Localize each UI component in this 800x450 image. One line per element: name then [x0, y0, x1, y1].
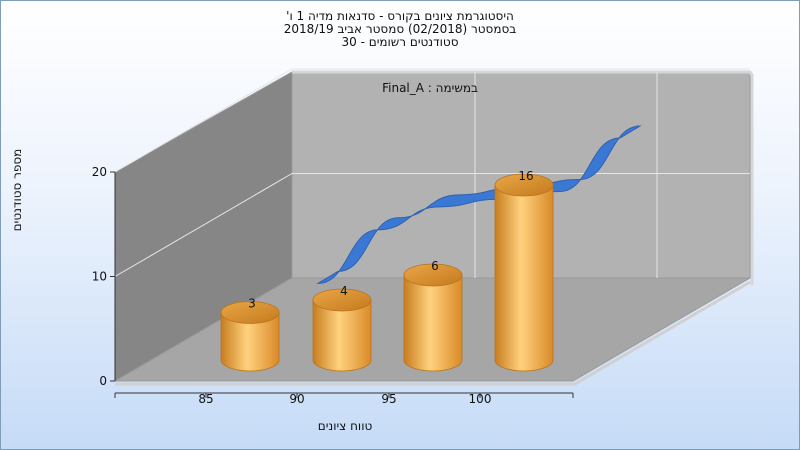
bar-value-label-100: 16 [518, 169, 533, 183]
bar-top-100 [494, 173, 554, 197]
gridline-y-20 [114, 68, 750, 173]
bar-body-90 [312, 299, 372, 372]
x-axis-label: טווח ציונים [317, 419, 373, 433]
bar-value-label-85: 3 [248, 297, 256, 311]
x-tick-label-95: 95 [381, 392, 396, 406]
bar-top-85 [220, 301, 280, 324]
title-line-2: בסמסטר (02/2018) סמסטר אביב 2018/19 [283, 22, 517, 36]
bar-value-label-95: 6 [431, 259, 439, 273]
bar-body-85 [220, 312, 280, 372]
bar-85 [220, 301, 280, 372]
x-tick-label-90: 90 [289, 392, 304, 406]
chart-title: היסטוגרמת ציונים בקורס - סדנאות מדיה 1 ו… [0, 10, 800, 49]
x-tick-label-85: 85 [198, 392, 213, 406]
title-line-1: היסטוגרמת ציונים בקורס - סדנאות מדיה 1 ו… [286, 9, 514, 23]
y-tick-label-20: 20 [92, 165, 107, 179]
floor-edge [115, 280, 751, 386]
bar-top-90 [312, 288, 372, 312]
bar-body-95 [403, 274, 463, 372]
bar-top-95 [403, 263, 463, 287]
bar-95 [403, 263, 463, 372]
series-label: במשימה : Final_A [382, 81, 478, 95]
bar-value-label-90: 4 [340, 284, 348, 298]
wall-edge [292, 70, 754, 285]
bar-100 [494, 173, 554, 372]
title-line-3: סטודנטים רשומים - 30 [341, 35, 459, 49]
bar-90 [312, 288, 372, 372]
y-tick-label-10: 10 [92, 270, 107, 284]
trend-ribbon [316, 125, 642, 284]
bar-body-100 [494, 184, 554, 372]
y-tick-label-0: 0 [99, 374, 107, 388]
y-axis-label: מספר סטודנטים [10, 148, 24, 232]
x-tick-label-100: 100 [469, 392, 492, 406]
gridline-y-10 [114, 173, 750, 277]
